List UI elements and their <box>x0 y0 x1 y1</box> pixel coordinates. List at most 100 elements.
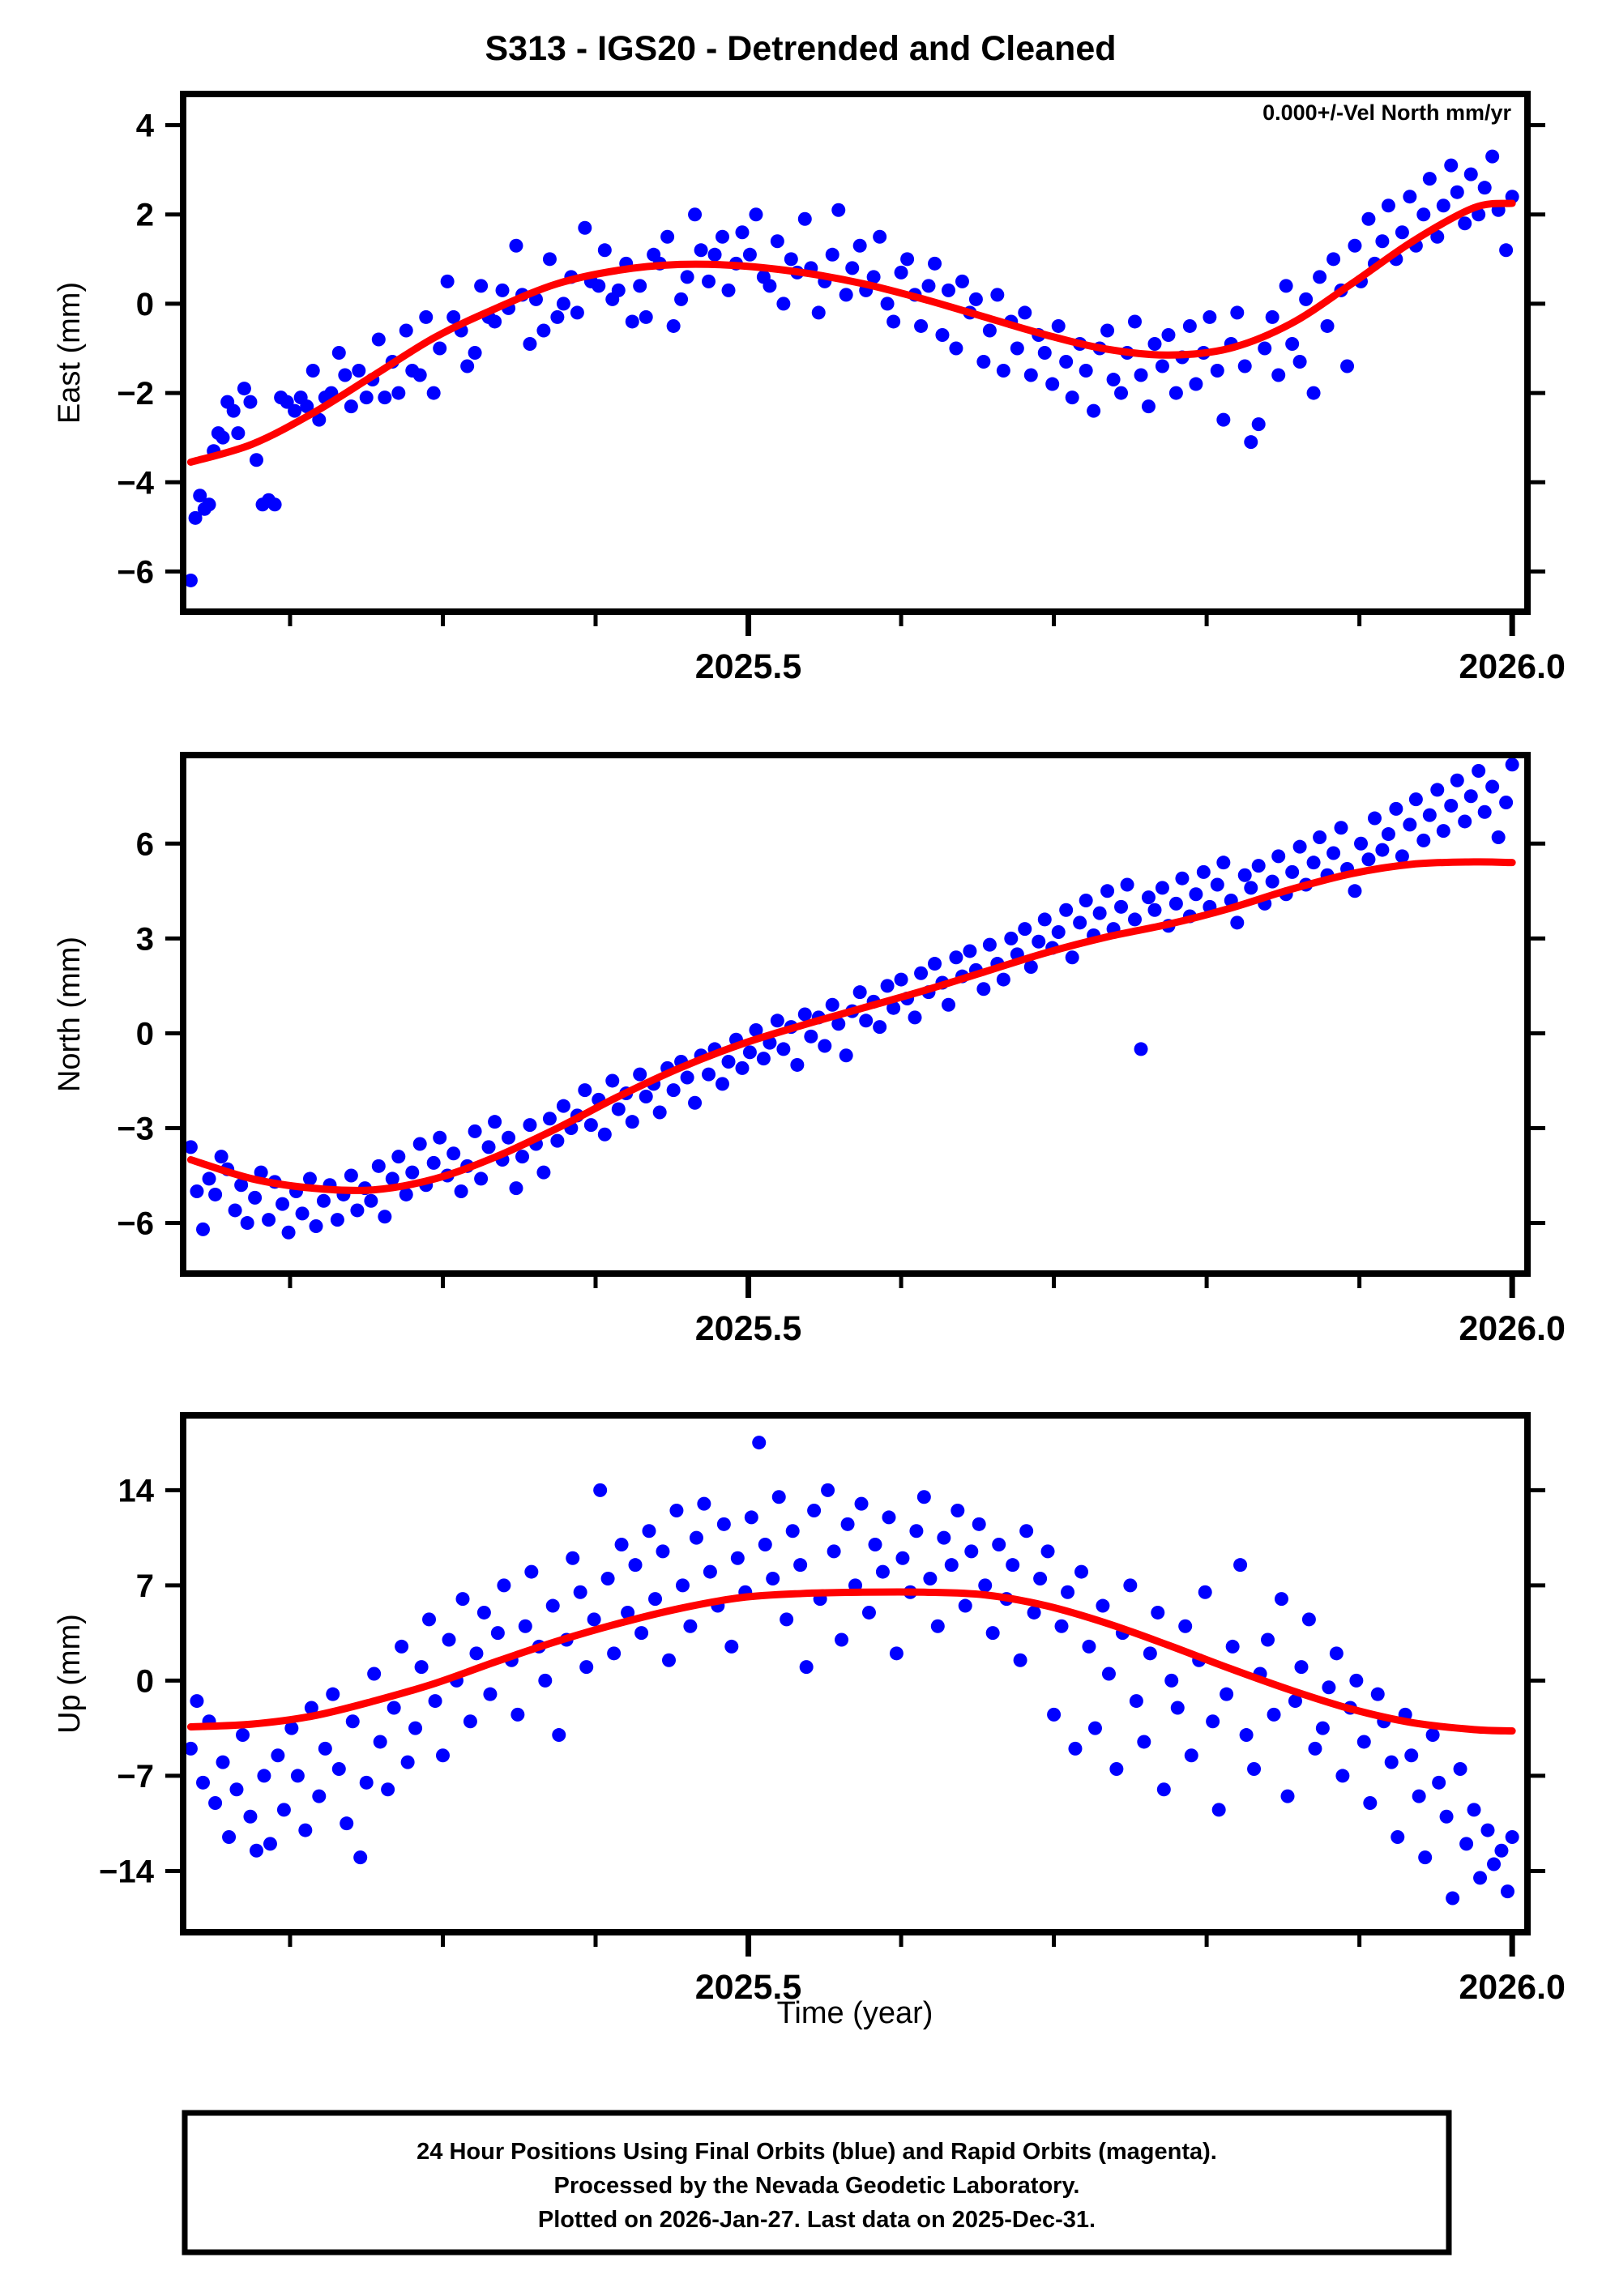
data-point <box>371 332 386 347</box>
data-point <box>804 1029 818 1043</box>
data-point <box>1120 877 1134 892</box>
data-point <box>550 1133 565 1148</box>
data-point <box>675 1578 690 1593</box>
data-point <box>196 1775 211 1790</box>
data-point <box>1361 852 1376 867</box>
data-point <box>1432 1775 1446 1790</box>
data-point <box>518 1619 532 1633</box>
y-tick-label-up: 14 <box>118 1473 155 1509</box>
y-tick-label-north: −6 <box>117 1206 154 1242</box>
data-point <box>972 1517 986 1531</box>
data-point <box>1450 773 1464 787</box>
data-point <box>1198 1585 1212 1599</box>
data-point <box>1051 925 1066 940</box>
data-point <box>776 297 791 311</box>
data-point <box>827 1544 841 1559</box>
data-point <box>1047 1707 1062 1722</box>
data-point <box>1361 211 1376 226</box>
data-point <box>958 1598 972 1613</box>
data-point <box>666 1083 681 1098</box>
data-point <box>440 274 455 288</box>
data-point <box>702 1067 716 1082</box>
data-point <box>1258 341 1272 356</box>
data-point <box>1237 359 1252 373</box>
data-point <box>633 1067 647 1082</box>
data-point <box>688 1095 703 1110</box>
data-point <box>1472 764 1486 779</box>
data-point <box>1203 309 1217 324</box>
data-point <box>1450 185 1464 199</box>
data-point <box>839 1048 853 1063</box>
data-point <box>628 1558 643 1573</box>
scatter-points-north <box>183 758 1519 1240</box>
data-point <box>1230 915 1245 930</box>
data-point <box>1134 368 1148 382</box>
data-point <box>1137 1735 1151 1749</box>
data-point <box>433 341 447 356</box>
data-point <box>937 1530 951 1545</box>
data-point <box>1155 881 1169 895</box>
data-point <box>536 1165 551 1180</box>
data-point <box>875 1564 890 1579</box>
data-point <box>1054 1619 1069 1633</box>
data-point <box>1225 1639 1240 1654</box>
data-point <box>909 1524 924 1538</box>
data-point <box>1082 1639 1096 1654</box>
data-point <box>985 1626 1000 1641</box>
y-tick-label-east: 2 <box>136 198 154 233</box>
data-point <box>1168 386 1183 400</box>
data-point <box>1412 1789 1426 1803</box>
panel-north-data <box>183 758 1519 1240</box>
data-point <box>290 1769 305 1783</box>
data-point <box>721 1055 736 1069</box>
data-point <box>770 1014 784 1028</box>
data-point <box>1239 1728 1254 1743</box>
data-point <box>468 1124 482 1138</box>
data-point <box>288 403 302 418</box>
data-point <box>724 1639 739 1654</box>
data-point <box>254 1165 268 1180</box>
data-point <box>882 1510 896 1525</box>
data-point <box>542 252 557 267</box>
data-point <box>331 346 346 360</box>
data-point <box>1147 903 1162 917</box>
data-point <box>1306 386 1321 400</box>
data-point <box>873 229 887 244</box>
data-point <box>1141 399 1156 414</box>
data-point <box>634 1626 649 1641</box>
data-point <box>1023 368 1038 382</box>
data-point <box>784 252 798 267</box>
data-point <box>790 1057 805 1072</box>
data-point <box>873 1020 887 1035</box>
data-point <box>1381 827 1395 842</box>
data-point <box>680 1070 694 1085</box>
data-point <box>1408 792 1423 807</box>
data-point <box>780 1612 794 1627</box>
data-point <box>433 1130 447 1145</box>
data-point <box>611 1102 626 1116</box>
panel-east: 4 2 0 −2 −4 −6 East (mm) 2025.5 2026.0 <box>53 91 1566 686</box>
data-point <box>476 1605 491 1620</box>
data-point <box>831 1017 846 1031</box>
data-point <box>799 1660 814 1675</box>
data-point <box>509 1181 523 1196</box>
data-point <box>391 1150 406 1164</box>
data-point <box>573 1585 587 1599</box>
data-point <box>996 972 1010 987</box>
data-point <box>359 1775 374 1790</box>
data-point <box>1335 1769 1350 1783</box>
panel-north-frame <box>180 752 1531 1277</box>
data-point <box>889 1646 904 1661</box>
data-point <box>442 1632 456 1647</box>
panel-up-frame <box>180 1412 1531 1935</box>
data-point <box>730 1551 745 1565</box>
data-point <box>414 1660 429 1675</box>
data-point <box>894 972 908 987</box>
data-point <box>1220 1687 1234 1701</box>
data-point <box>680 270 694 284</box>
data-point <box>735 1061 750 1075</box>
data-point <box>861 1605 876 1620</box>
data-point <box>880 297 895 311</box>
data-point <box>642 1524 656 1538</box>
